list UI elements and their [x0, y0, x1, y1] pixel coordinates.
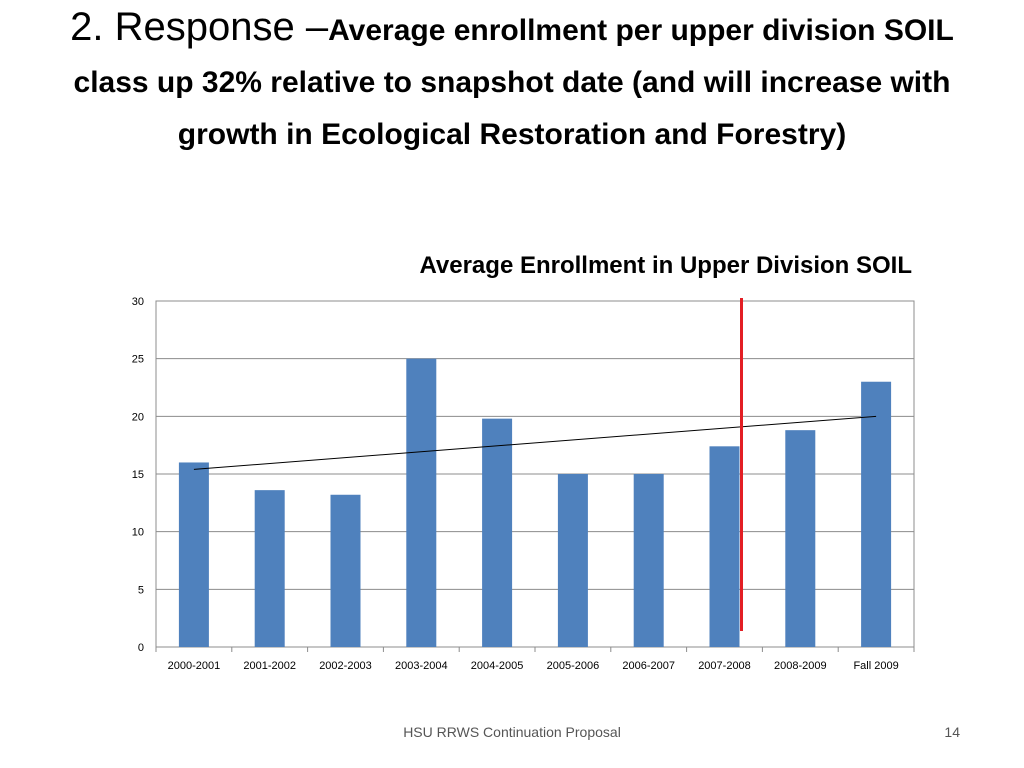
- y-tick-label: 0: [138, 642, 144, 654]
- y-tick-label: 15: [132, 469, 144, 481]
- x-tick-label: 2004-2005: [471, 660, 524, 672]
- x-tick-label: Fall 2009: [853, 660, 898, 672]
- page-number: 14: [944, 724, 960, 740]
- x-tick-label: 2003-2004: [395, 660, 448, 672]
- footer-text: HSU RRWS Continuation Proposal: [403, 724, 621, 740]
- y-tick-label: 5: [138, 584, 144, 596]
- x-tick-label: 2002-2003: [319, 660, 372, 672]
- bar: [330, 494, 361, 647]
- x-tick-label: 2007-2008: [698, 660, 751, 672]
- bar: [861, 381, 892, 647]
- bar: [709, 446, 740, 647]
- x-tick-label: 2000-2001: [168, 660, 221, 672]
- slide-title-main: 2. Response –: [70, 5, 329, 49]
- chart-title: Average Enrollment in Upper Division SOI…: [419, 252, 912, 279]
- bar: [557, 474, 588, 647]
- x-tick-label: 2006-2007: [622, 660, 675, 672]
- bar-chart: 0 5 10 15 20 25 30 2000-2001 2001-2002 2002-2003 2…: [132, 296, 915, 672]
- y-tick-label: 20: [132, 411, 144, 423]
- x-tick-label: 2001-2002: [243, 660, 296, 672]
- y-tick-label: 25: [132, 354, 144, 366]
- bar: [406, 358, 437, 647]
- bar: [254, 490, 285, 647]
- bar: [178, 462, 209, 647]
- bar: [633, 474, 664, 647]
- x-tick-label: 2008-2009: [774, 660, 827, 672]
- trendline: [193, 415, 877, 470]
- x-tick-label: 2005-2006: [547, 660, 600, 672]
- bar: [785, 430, 816, 647]
- slide-title: 2. Response –Average enrollment per uppe…: [40, 2, 984, 160]
- slide-title-subtitle: Average enrollment per upper division SO…: [73, 14, 954, 151]
- y-tick-label: 30: [132, 296, 144, 308]
- y-tick-label: 10: [132, 527, 144, 539]
- bar: [482, 418, 513, 647]
